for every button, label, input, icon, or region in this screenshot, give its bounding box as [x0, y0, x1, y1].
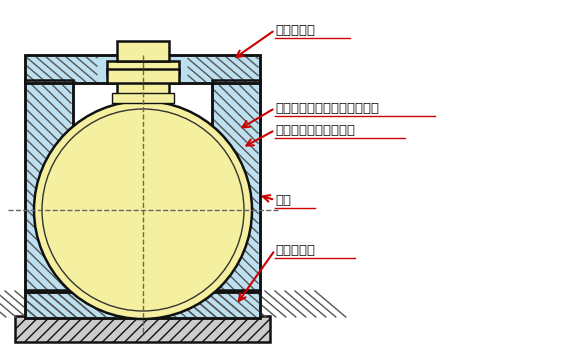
Text: 基礎スラブ: 基礎スラブ [275, 244, 315, 257]
Bar [25, 80, 73, 292]
Bar [25, 80, 73, 292]
Text: 鉱板又はＦＲＰの内殼タンク: 鉱板又はＦＲＰの内殼タンク [275, 102, 379, 115]
Text: 支柱: 支柱 [275, 194, 291, 206]
Circle shape [34, 101, 252, 319]
Bar [117, 41, 169, 61]
Bar [107, 69, 179, 83]
Bar [117, 73, 169, 101]
Bar [112, 93, 174, 103]
Bar [212, 80, 260, 292]
Text: 上部スラブ: 上部スラブ [275, 24, 315, 36]
Bar [25, 55, 260, 83]
Bar [25, 290, 260, 318]
Bar [25, 55, 260, 83]
Bar [212, 80, 260, 292]
Text: 鉱板又はＦＲＰの外殼: 鉱板又はＦＲＰの外殼 [275, 123, 355, 136]
Bar [107, 61, 179, 75]
Bar [15, 316, 270, 342]
Bar [25, 290, 260, 318]
